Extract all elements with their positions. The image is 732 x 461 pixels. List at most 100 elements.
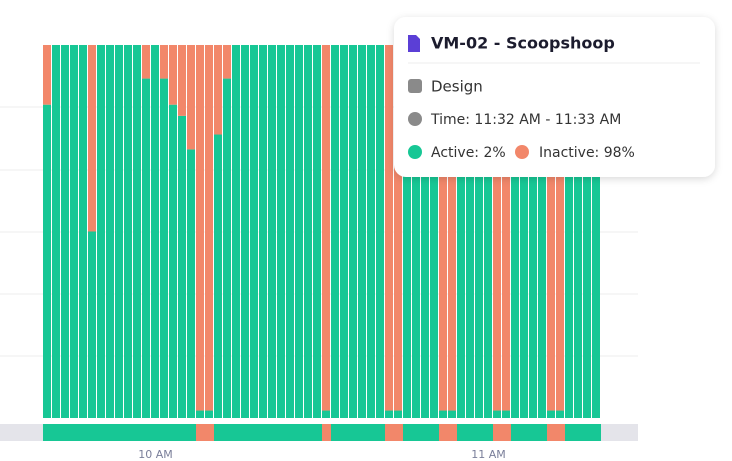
timeline-segment — [556, 424, 565, 441]
bar-segment — [349, 45, 357, 418]
bar-segment — [502, 45, 510, 411]
bar-segment — [169, 45, 177, 105]
bar-segment — [277, 45, 285, 418]
timeline-segment — [331, 424, 340, 441]
timeline-segment — [43, 424, 52, 441]
bar-segment — [313, 45, 321, 418]
timeline-segment — [439, 424, 448, 441]
timeline-segment — [124, 424, 133, 441]
tooltip-inactive: Inactive: 98% — [539, 145, 635, 161]
bar-segment — [151, 45, 159, 418]
timeline-segment — [367, 424, 376, 441]
bar-segment — [475, 45, 483, 418]
timeline-segment — [205, 424, 214, 441]
bar-segment — [133, 45, 141, 418]
timeline-segment — [565, 424, 574, 441]
tooltip: VM-02 - Scoopshoop Design Time: 11:32 AM… — [394, 17, 715, 177]
bar-segment — [322, 45, 330, 411]
bar-segment — [169, 104, 177, 419]
bar-segment — [529, 45, 537, 418]
timeline-segment — [214, 424, 223, 441]
bar-segment — [295, 45, 303, 418]
timeline-segment — [133, 424, 142, 441]
bar-segment — [142, 78, 150, 418]
bar-segment — [196, 410, 204, 418]
x-tick-label: 10 AM — [138, 448, 173, 461]
x-tick-label: 11 AM — [471, 448, 506, 461]
bar-segment — [61, 45, 69, 418]
bar-segment — [142, 45, 150, 79]
bar-segment — [196, 45, 204, 411]
timeline-segment — [520, 424, 529, 441]
bar-segment — [556, 410, 564, 418]
bar-segment — [547, 45, 555, 411]
bar-segment — [241, 45, 249, 418]
timeline-segment — [79, 424, 88, 441]
timeline-segment — [493, 424, 502, 441]
bar-segment — [574, 45, 582, 418]
bar-segment — [358, 45, 366, 418]
bar-segment — [583, 45, 591, 418]
bar-segment — [70, 45, 78, 418]
bar-segment — [205, 410, 213, 418]
timeline-segment — [268, 424, 277, 441]
bar-segment — [88, 45, 96, 232]
bar-segment — [385, 45, 393, 411]
timeline-segment — [259, 424, 268, 441]
bar-segment — [556, 45, 564, 411]
bar-segment — [214, 45, 222, 135]
timeline-segment — [322, 424, 331, 441]
bar-segment — [160, 45, 168, 79]
bar-segment — [394, 410, 402, 418]
bar-segment — [124, 45, 132, 418]
bar-segment — [421, 45, 429, 418]
bar-segment — [457, 45, 465, 418]
bar-segment — [331, 45, 339, 418]
timeline-segment — [277, 424, 286, 441]
bar-segment — [79, 45, 87, 418]
tooltip-project: Design — [431, 78, 483, 96]
timeline-segment — [376, 424, 385, 441]
timeline-segment — [52, 424, 61, 441]
timeline-segment — [232, 424, 241, 441]
bar-segment — [403, 45, 411, 418]
bar-segment — [43, 45, 51, 105]
bar-segment — [232, 45, 240, 418]
timeline-segment — [430, 424, 439, 441]
timeline-segment — [295, 424, 304, 441]
bar-segment — [430, 45, 438, 418]
timeline-segment — [160, 424, 169, 441]
bar-segment — [340, 45, 348, 418]
bar-segment — [412, 45, 420, 418]
bar-segment — [448, 45, 456, 411]
timeline-segment — [115, 424, 124, 441]
timeline-segment — [385, 424, 394, 441]
bar-segment — [376, 45, 384, 418]
bar-segment — [565, 45, 573, 418]
bar-segment — [178, 45, 186, 116]
bar-segment — [493, 45, 501, 411]
bar-segment — [439, 45, 447, 411]
bar-segment — [115, 45, 123, 418]
bar-segment — [466, 45, 474, 418]
timeline-segment — [529, 424, 538, 441]
timeline-segment — [511, 424, 520, 441]
bar-segment — [43, 104, 51, 419]
timeline-segment — [421, 424, 430, 441]
timeline-segment — [349, 424, 358, 441]
bar-segment — [223, 78, 231, 418]
timeline-segment — [484, 424, 493, 441]
bar-segment — [385, 410, 393, 418]
timeline-segment — [448, 424, 457, 441]
timeline-segment — [88, 424, 97, 441]
bar-segment — [88, 231, 96, 418]
bar-segment — [286, 45, 294, 418]
bar-segment — [394, 45, 402, 411]
bar-segment — [178, 115, 186, 419]
bar-segment — [304, 45, 312, 418]
active-dot — [408, 145, 422, 159]
bar-segment — [322, 410, 330, 418]
tooltip-title: VM-02 - Scoopshoop — [431, 34, 615, 53]
bar-segment — [520, 45, 528, 418]
